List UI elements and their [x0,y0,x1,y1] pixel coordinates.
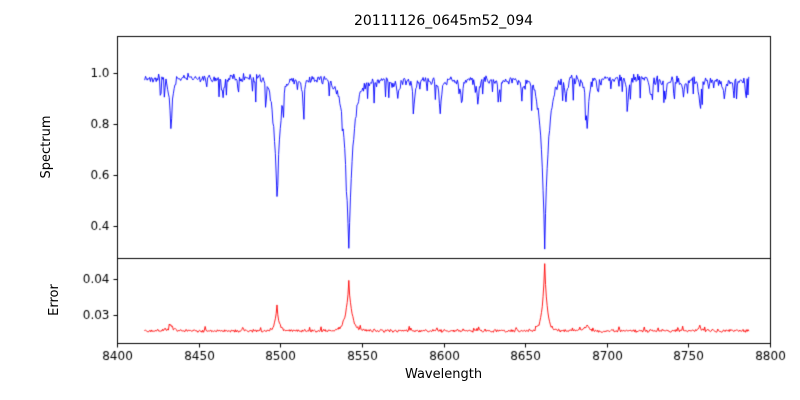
chart-title: 20111126_0645m52_094 [353,13,534,29]
spectrum-ylabel: Spectrum [39,115,54,179]
wavelength-xlabel: Wavelength [404,367,483,382]
error-ylabel: Error [47,284,62,316]
